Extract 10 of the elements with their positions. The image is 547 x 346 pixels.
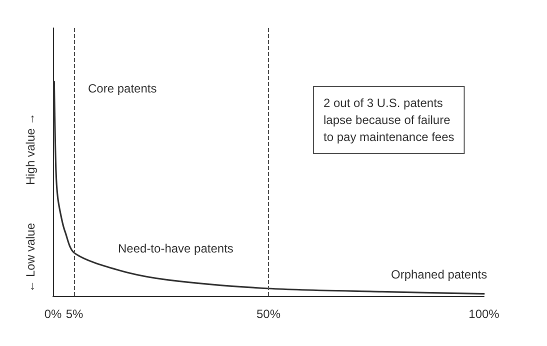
- x-tick-label: 100%: [468, 307, 500, 321]
- annotation: Core patents: [88, 82, 157, 96]
- x-tick-label: 5%: [66, 307, 84, 321]
- annotation: 2 out of 3 U.S. patents lapse because of failure to pay maintenance fees: [324, 96, 454, 144]
- text: High value →: [24, 112, 38, 186]
- annotation: Orphaned patents: [391, 268, 488, 282]
- x-tick-label: 50%: [256, 307, 281, 321]
- text: ← Low value: [24, 222, 38, 292]
- annotation: Need-to-have patents: [118, 242, 234, 256]
- x-tick-label: 0%: [44, 307, 62, 321]
